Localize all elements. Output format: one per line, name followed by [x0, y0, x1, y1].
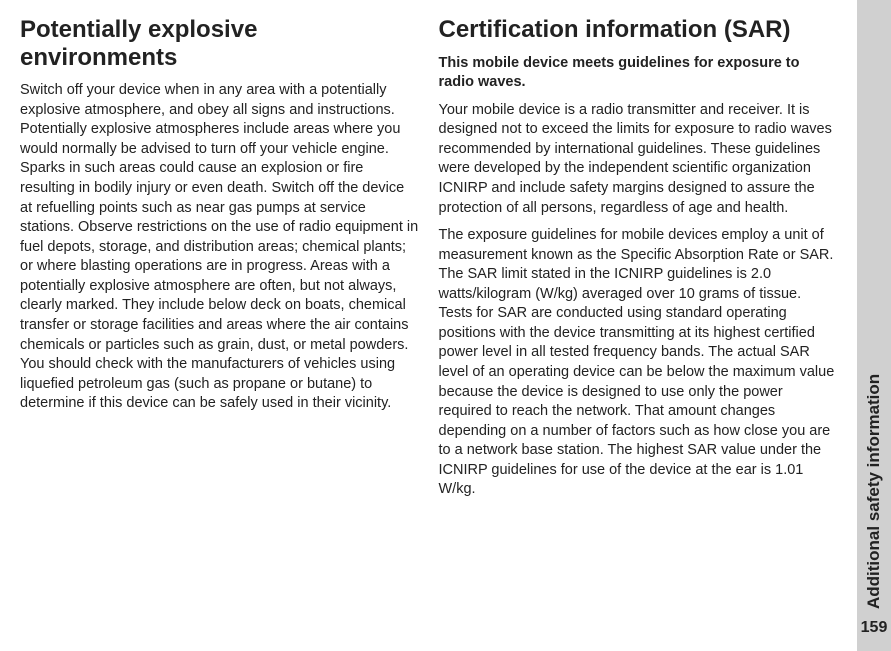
side-tab: Additional safety information 159	[857, 0, 891, 651]
right-para-2: The exposure guidelines for mobile devic…	[439, 226, 838, 500]
page-content: Potentially explosive environments Switc…	[0, 0, 857, 651]
left-heading: Potentially explosive environments	[20, 16, 419, 71]
right-column: Certification information (SAR) This mob…	[439, 16, 858, 635]
right-bold-intro: This mobile device meets guidelines for …	[439, 54, 838, 93]
left-column: Potentially explosive environments Switc…	[20, 16, 439, 635]
left-body: Switch off your device when in any area …	[20, 81, 419, 414]
side-tab-label: Additional safety information	[864, 0, 884, 619]
right-para-1: Your mobile device is a radio transmitte…	[439, 101, 838, 218]
right-heading: Certification information (SAR)	[439, 16, 838, 44]
page-number: 159	[861, 619, 888, 637]
